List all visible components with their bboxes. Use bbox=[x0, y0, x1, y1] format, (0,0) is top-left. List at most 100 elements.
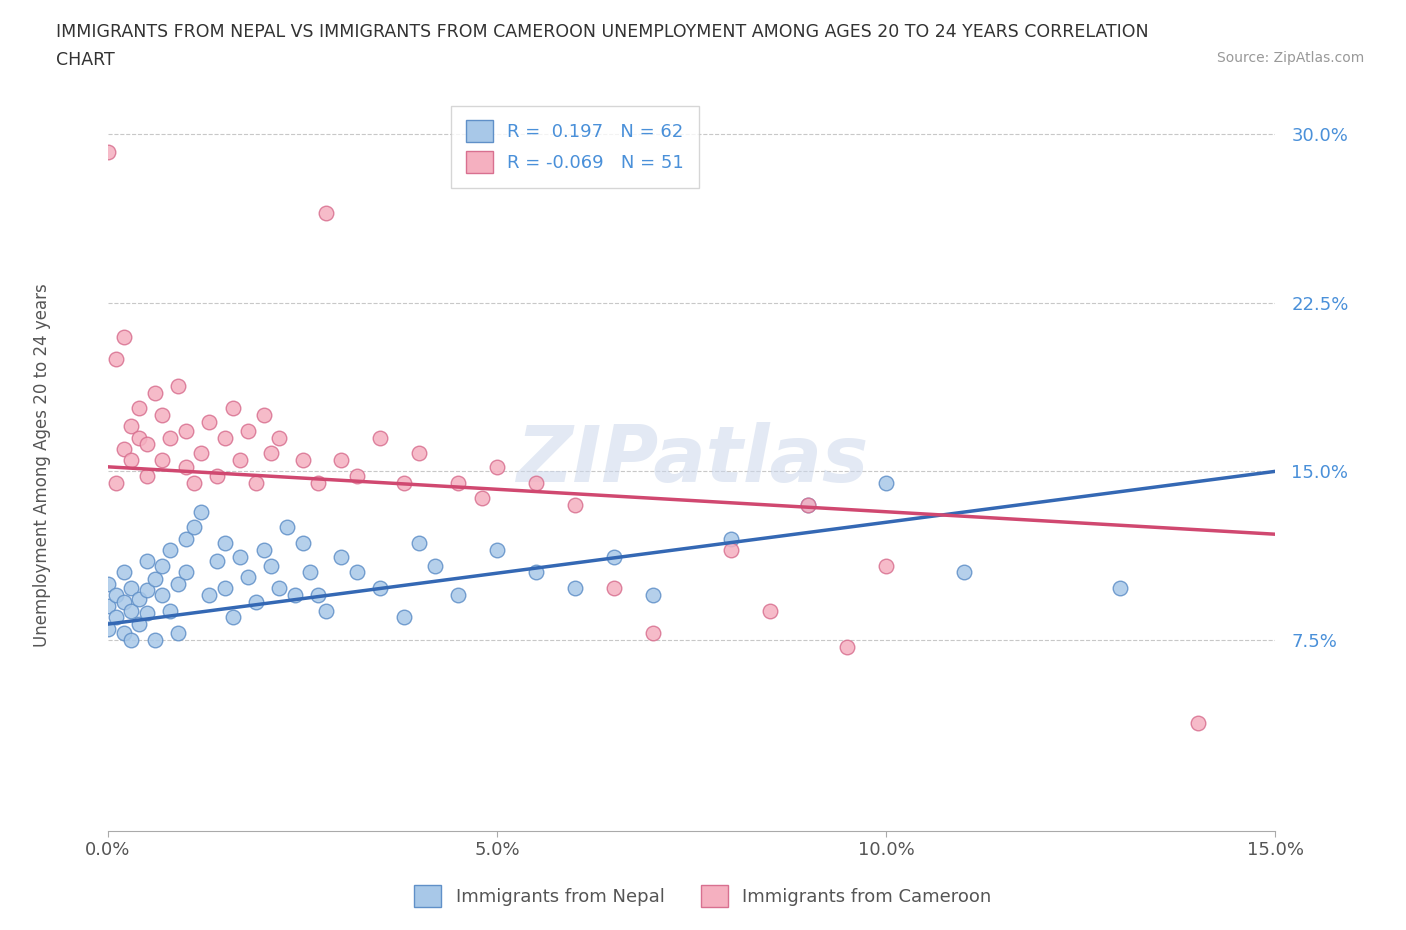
Point bbox=[1108, 580, 1130, 595]
Point bbox=[159, 604, 181, 618]
Point bbox=[112, 626, 135, 641]
Point bbox=[245, 475, 267, 490]
Point bbox=[1187, 715, 1209, 730]
Point bbox=[423, 558, 446, 573]
Legend: Immigrants from Nepal, Immigrants from Cameroon: Immigrants from Nepal, Immigrants from C… bbox=[405, 876, 1001, 916]
Text: IMMIGRANTS FROM NEPAL VS IMMIGRANTS FROM CAMEROON UNEMPLOYMENT AMONG AGES 20 TO : IMMIGRANTS FROM NEPAL VS IMMIGRANTS FROM… bbox=[56, 23, 1149, 41]
Point bbox=[236, 569, 259, 584]
Point bbox=[875, 475, 897, 490]
Point bbox=[159, 542, 181, 557]
Point bbox=[120, 604, 142, 618]
Text: ZIPatlas: ZIPatlas bbox=[516, 422, 868, 498]
Point bbox=[229, 550, 252, 565]
Point bbox=[330, 550, 353, 565]
Point bbox=[104, 588, 127, 603]
Point bbox=[152, 558, 174, 573]
Text: Unemployment Among Ages 20 to 24 years: Unemployment Among Ages 20 to 24 years bbox=[34, 283, 51, 647]
Point bbox=[245, 594, 267, 609]
Point bbox=[315, 604, 337, 618]
Point bbox=[471, 491, 494, 506]
Point bbox=[190, 445, 212, 460]
Point bbox=[135, 583, 157, 598]
Point bbox=[486, 459, 509, 474]
Point bbox=[174, 423, 197, 438]
Point bbox=[135, 469, 157, 484]
Point bbox=[346, 565, 368, 580]
Point bbox=[152, 588, 174, 603]
Point bbox=[152, 407, 174, 422]
Point bbox=[299, 565, 322, 580]
Point bbox=[269, 431, 291, 445]
Point bbox=[183, 475, 205, 490]
Point bbox=[214, 580, 236, 595]
Point bbox=[392, 475, 415, 490]
Point bbox=[221, 610, 243, 625]
Point bbox=[167, 577, 190, 591]
Point bbox=[97, 599, 120, 614]
Point bbox=[128, 431, 150, 445]
Point bbox=[198, 588, 221, 603]
Point bbox=[307, 588, 329, 603]
Point bbox=[120, 632, 142, 647]
Point bbox=[564, 498, 586, 512]
Point bbox=[229, 453, 252, 468]
Point bbox=[797, 498, 820, 512]
Point bbox=[408, 445, 430, 460]
Point bbox=[837, 639, 859, 654]
Point bbox=[253, 407, 276, 422]
Point bbox=[370, 580, 392, 595]
Point bbox=[720, 531, 742, 546]
Point bbox=[128, 401, 150, 416]
Point bbox=[641, 588, 664, 603]
Point bbox=[269, 580, 291, 595]
Point bbox=[97, 577, 120, 591]
Point bbox=[97, 621, 120, 636]
Point bbox=[214, 536, 236, 551]
Point bbox=[253, 542, 276, 557]
Point bbox=[128, 617, 150, 631]
Point bbox=[524, 565, 547, 580]
Point bbox=[205, 469, 228, 484]
Point bbox=[284, 588, 307, 603]
Point bbox=[143, 632, 166, 647]
Point bbox=[346, 469, 368, 484]
Point bbox=[143, 385, 166, 400]
Point bbox=[603, 580, 626, 595]
Point bbox=[720, 542, 742, 557]
Point bbox=[190, 504, 212, 519]
Point bbox=[120, 453, 142, 468]
Point bbox=[112, 329, 135, 344]
Point bbox=[112, 442, 135, 457]
Point bbox=[447, 588, 470, 603]
Point bbox=[603, 550, 626, 565]
Point bbox=[183, 520, 205, 535]
Point bbox=[307, 475, 329, 490]
Point bbox=[370, 431, 392, 445]
Point bbox=[135, 553, 157, 568]
Point bbox=[221, 401, 243, 416]
Point bbox=[276, 520, 298, 535]
Point bbox=[104, 610, 127, 625]
Point bbox=[260, 558, 283, 573]
Point bbox=[330, 453, 353, 468]
Point bbox=[236, 423, 259, 438]
Point bbox=[120, 418, 142, 433]
Point bbox=[315, 206, 337, 220]
Point bbox=[159, 431, 181, 445]
Point bbox=[564, 580, 586, 595]
Point bbox=[174, 565, 197, 580]
Point bbox=[167, 626, 190, 641]
Legend: R =  0.197   N = 62, R = -0.069   N = 51: R = 0.197 N = 62, R = -0.069 N = 51 bbox=[451, 106, 699, 188]
Point bbox=[97, 145, 120, 160]
Point bbox=[174, 459, 197, 474]
Point bbox=[112, 594, 135, 609]
Point bbox=[198, 415, 221, 430]
Point bbox=[214, 431, 236, 445]
Point bbox=[392, 610, 415, 625]
Point bbox=[953, 565, 976, 580]
Point bbox=[641, 626, 664, 641]
Point bbox=[291, 453, 314, 468]
Point bbox=[104, 352, 127, 366]
Point bbox=[104, 475, 127, 490]
Point bbox=[486, 542, 509, 557]
